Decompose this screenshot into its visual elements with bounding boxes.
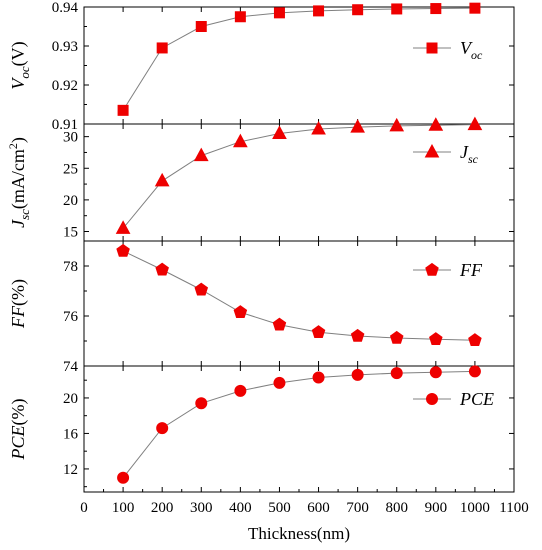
y-tick-label: 0.91 <box>52 117 78 133</box>
y-tick-label: 30 <box>63 130 78 146</box>
y-tick-label: 20 <box>63 193 78 209</box>
x-tick-label: 800 <box>385 500 408 516</box>
x-tick-label: 1100 <box>499 500 528 516</box>
legend-marker <box>425 262 439 276</box>
data-point-jsc <box>272 125 287 139</box>
y-axis-label: Jsc(mA/cm2) <box>6 137 32 228</box>
data-point-jsc <box>428 117 444 131</box>
x-tick-label: 500 <box>268 500 291 516</box>
legend-marker <box>424 143 440 158</box>
data-point-jsc <box>115 220 131 234</box>
x-tick-label: 900 <box>425 500 448 516</box>
data-point-jsc <box>389 117 405 132</box>
panel-frame <box>83 123 515 242</box>
series-line-ff <box>122 250 475 341</box>
y-tick-label: 78 <box>63 259 78 275</box>
data-point-ff <box>311 325 326 339</box>
legend-label: FF <box>459 260 483 280</box>
y-tick-label: 76 <box>63 309 79 325</box>
data-point-pce <box>156 422 169 435</box>
data-point-ff <box>233 305 248 319</box>
data-point-pce <box>468 365 481 378</box>
data-point-jsc <box>311 121 326 135</box>
legend-ff: FF <box>413 260 483 280</box>
data-point-ff <box>272 317 287 331</box>
data-point-ff <box>350 328 365 342</box>
data-point-pce <box>429 366 442 379</box>
x-axis: 0 100 200 300 400 500 600 700 800 900 1000 1100 Thic… <box>80 489 529 543</box>
series-line-voc <box>122 7 475 111</box>
y-tick-label: 12 <box>63 462 78 478</box>
y-tick-label: 15 <box>63 225 78 241</box>
y-tick-label: 74 <box>63 359 79 375</box>
x-tick-label: 200 <box>151 500 174 516</box>
data-point-ff <box>389 330 404 344</box>
data-point-ff <box>155 262 169 276</box>
data-point-ff <box>429 332 443 346</box>
data-point-voc <box>273 7 285 19</box>
panel-ff: 74 76 78 FF FF(%) <box>8 240 515 375</box>
legend-pce: PCE <box>413 389 494 409</box>
data-point-pce <box>273 376 286 389</box>
legend-jsc: Jsc <box>413 142 479 166</box>
x-tick-label: 0 <box>80 500 88 516</box>
series-line-jsc <box>122 124 475 229</box>
y-axis-label: FF(%) <box>8 279 29 329</box>
legend-label: Voc <box>460 38 483 62</box>
y-tick-label: 0.92 <box>52 78 78 94</box>
data-point-pce <box>117 471 130 484</box>
x-tick-label: 1000 <box>460 500 490 516</box>
data-point-jsc <box>350 119 365 133</box>
legend-label: PCE <box>459 389 494 409</box>
x-tick-label: 600 <box>307 500 330 516</box>
y-tick-label: 0.93 <box>52 39 78 55</box>
panel-voc: 0.91 0.92 0.93 0.94 Voc Voc(V) <box>8 0 515 133</box>
data-point-voc <box>313 5 325 17</box>
legend-label: Jsc <box>460 142 479 166</box>
y-tick-label: 20 <box>63 391 78 407</box>
data-point-pce <box>390 367 403 380</box>
panel-jsc: 15 20 25 30 Jsc Jsc(mA/cm2) <box>6 116 515 242</box>
data-point-voc <box>156 42 168 54</box>
x-tick-label: 400 <box>229 500 252 516</box>
data-point-voc <box>430 3 442 15</box>
x-tick-label: 300 <box>190 500 213 516</box>
data-point-jsc <box>193 147 209 162</box>
data-point-ff <box>194 282 209 296</box>
y-tick-label: 0.94 <box>52 0 79 16</box>
data-point-pce <box>234 384 247 397</box>
y-tick-label: 25 <box>63 161 78 177</box>
y-axis-label: PCE(%) <box>8 399 29 461</box>
data-point-voc <box>391 3 403 15</box>
data-point-voc <box>234 11 246 23</box>
y-axis-label: Voc(V) <box>8 41 32 89</box>
data-point-voc <box>117 104 129 116</box>
legend-marker <box>426 393 438 405</box>
data-point-pce <box>312 371 325 384</box>
data-point-voc <box>195 21 207 32</box>
data-point-jsc <box>154 172 170 187</box>
legend-voc: Voc <box>413 38 483 62</box>
data-point-voc <box>469 2 481 14</box>
data-point-jsc <box>467 116 483 131</box>
x-tick-label: 700 <box>346 500 369 516</box>
data-point-pce <box>195 397 208 410</box>
panel-frame <box>83 6 515 125</box>
y-tick-label: 16 <box>63 426 79 442</box>
legend-marker <box>426 42 438 54</box>
series-line-pce <box>122 370 475 479</box>
data-point-ff <box>116 243 130 257</box>
data-point-ff <box>468 333 482 347</box>
x-tick-label: 100 <box>112 500 135 516</box>
panel-frame <box>83 240 515 367</box>
panel-frame <box>83 365 515 493</box>
data-point-jsc <box>233 133 248 148</box>
data-point-voc <box>352 4 364 16</box>
panel-pce: 12 16 20 PCE PCE(%) <box>8 365 515 493</box>
data-point-pce <box>351 368 364 381</box>
x-axis-label: Thickness(nm) <box>248 524 350 543</box>
